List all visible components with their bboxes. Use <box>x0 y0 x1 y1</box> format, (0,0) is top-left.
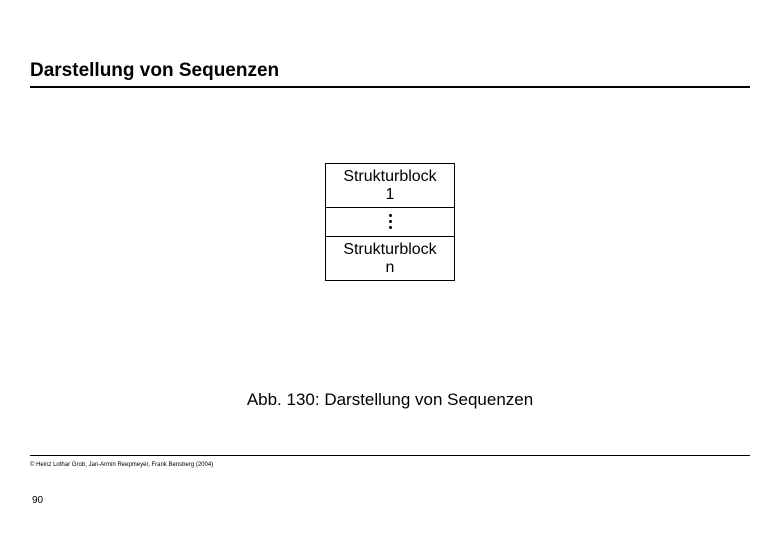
struct-block-label-line2: n <box>326 259 454 277</box>
page-number: 90 <box>32 495 43 506</box>
vertical-ellipsis-icon <box>389 214 392 229</box>
struct-block-label-line1: Strukturblock <box>326 241 454 259</box>
structogram-sequence: Strukturblock 1 Strukturblock n <box>325 163 455 281</box>
copyright-text: © Heinz Lothar Grob, Jan-Armin Reepmeyer… <box>30 462 213 468</box>
diagram-area: Strukturblock 1 Strukturblock n <box>30 163 750 281</box>
ellipsis-box <box>325 208 455 236</box>
footer-rule <box>30 455 750 456</box>
struct-block-first: Strukturblock 1 <box>325 163 455 208</box>
struct-block-label-line2: 1 <box>326 186 454 204</box>
figure-caption: Abb. 130: Darstellung von Sequenzen <box>0 390 780 410</box>
page-title: Darstellung von Sequenzen <box>30 60 750 82</box>
struct-block-last: Strukturblock n <box>325 236 455 281</box>
slide-page: Darstellung von Sequenzen Strukturblock … <box>0 0 780 540</box>
title-block: Darstellung von Sequenzen <box>30 60 750 88</box>
caption-area: Abb. 130: Darstellung von Sequenzen <box>0 390 780 410</box>
struct-block-label-line1: Strukturblock <box>326 168 454 186</box>
